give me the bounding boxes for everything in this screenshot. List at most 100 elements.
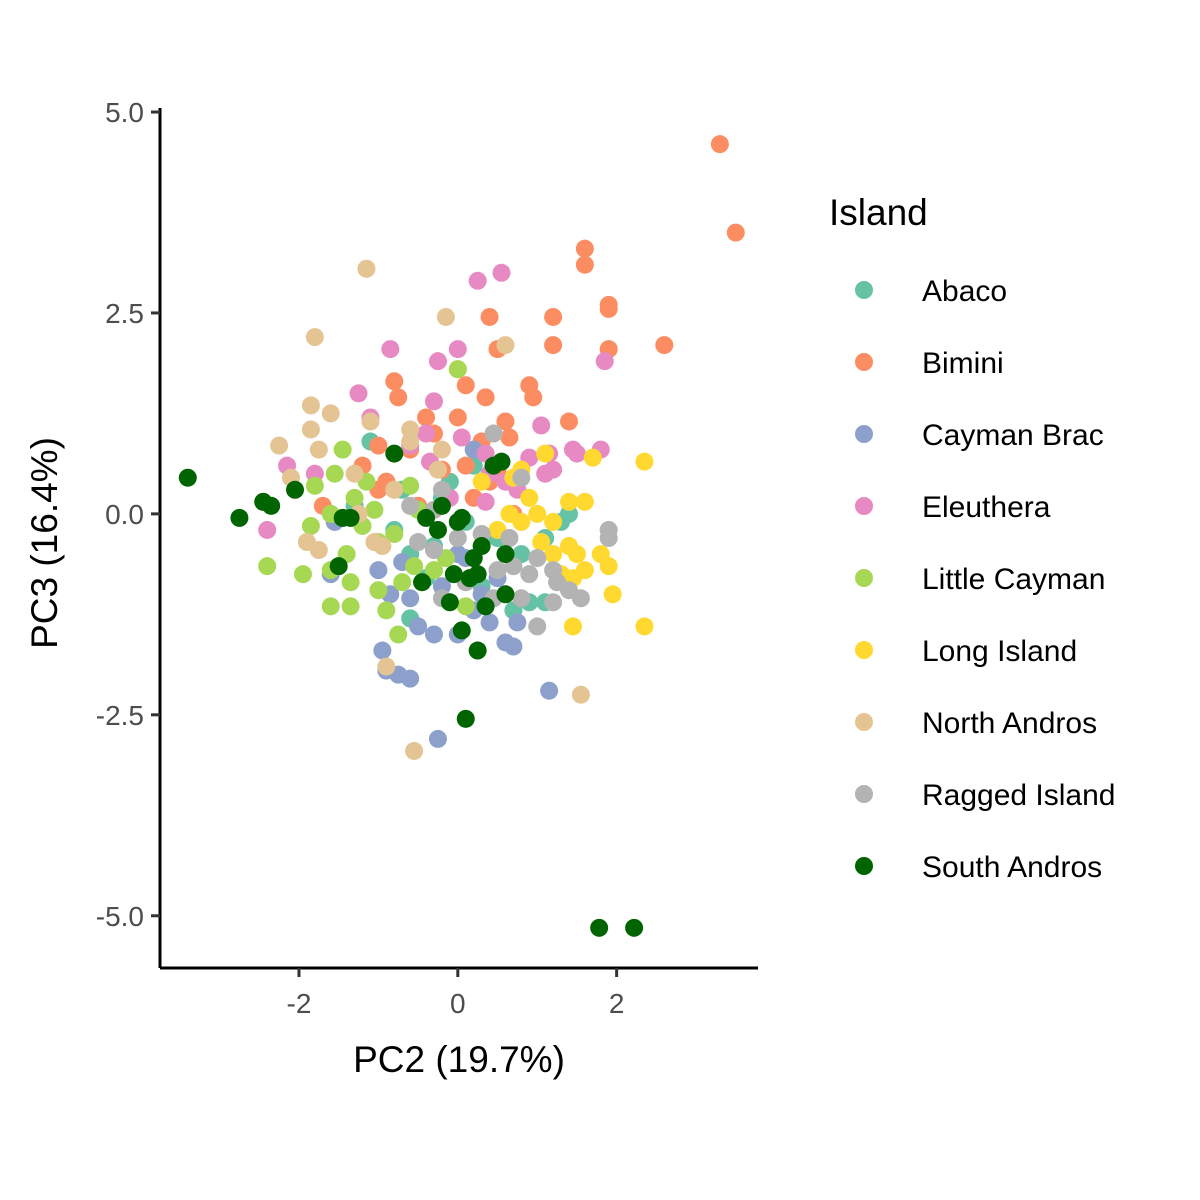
legend-key-south-andros	[855, 857, 873, 875]
legend-label-ragged-island: Ragged Island	[922, 779, 1115, 812]
point-ragged-island	[520, 565, 539, 584]
point-north-andros	[496, 336, 515, 355]
point-north-andros	[361, 412, 380, 431]
legend: Island Abaco Bimini Cayman Brac Eleuthera Li…	[829, 192, 1115, 884]
point-eleuthera	[567, 444, 586, 463]
point-ragged-island	[448, 529, 467, 547]
point-bimini	[710, 135, 729, 154]
point-eleuthera	[595, 352, 614, 371]
point-bimini	[476, 388, 495, 407]
point-ragged-island	[544, 593, 563, 612]
point-little-cayman	[301, 516, 320, 535]
point-bimini	[655, 336, 674, 355]
point-eleuthera	[544, 460, 563, 479]
point-little-cayman	[448, 360, 467, 379]
point-bimini	[448, 408, 467, 427]
point-bimini	[389, 388, 408, 407]
point-bimini	[726, 223, 745, 242]
point-ragged-island	[548, 573, 567, 592]
point-cayman-brac	[401, 589, 420, 608]
point-south-andros	[476, 597, 495, 616]
point-ragged-island	[512, 589, 531, 608]
point-bimini	[575, 255, 594, 274]
point-long-island	[559, 492, 578, 511]
points-layer	[178, 135, 745, 937]
point-little-cayman	[401, 476, 420, 495]
legend-label-eleuthera: Eleuthera	[922, 491, 1051, 524]
point-long-island	[583, 448, 602, 467]
point-north-andros	[385, 480, 404, 499]
point-long-island	[563, 617, 582, 636]
point-south-andros	[496, 545, 515, 564]
legend-key-cayman-brac	[855, 425, 873, 443]
point-cayman-brac	[373, 641, 392, 660]
legend-title: Island	[829, 192, 928, 233]
point-little-cayman	[365, 500, 384, 519]
point-north-andros	[309, 541, 328, 560]
point-south-andros	[329, 557, 348, 576]
point-bimini	[524, 388, 543, 407]
point-cayman-brac	[428, 729, 447, 748]
legend-key-long-island	[855, 641, 873, 659]
legend-label-long-island: Long Island	[922, 635, 1077, 668]
y-axis-title: PC3 (16.4%)	[24, 437, 65, 649]
legend-label-little-cayman: Little Cayman	[922, 563, 1105, 596]
point-ragged-island	[571, 589, 590, 608]
point-little-cayman	[405, 557, 424, 576]
point-long-island	[599, 557, 618, 576]
point-south-andros	[417, 508, 436, 527]
point-long-island	[567, 545, 586, 564]
point-eleuthera	[417, 424, 436, 443]
legend-label-bimini: Bimini	[922, 347, 1004, 380]
point-north-andros	[405, 741, 424, 760]
point-long-island	[635, 452, 654, 471]
point-south-andros	[460, 569, 479, 588]
x-axis-title: PC2 (19.7%)	[353, 1039, 565, 1080]
point-north-andros	[571, 685, 590, 704]
point-eleuthera	[381, 340, 400, 359]
point-south-andros	[230, 508, 249, 527]
point-ragged-island	[401, 496, 420, 515]
point-north-andros	[428, 460, 447, 479]
point-bimini	[496, 412, 515, 431]
point-little-cayman	[456, 597, 475, 616]
point-eleuthera	[468, 271, 487, 290]
point-little-cayman	[389, 625, 408, 644]
point-north-andros	[270, 436, 289, 455]
point-eleuthera	[492, 263, 511, 282]
point-north-andros	[305, 328, 324, 347]
y-tick-label: 0.0	[105, 499, 144, 530]
point-ragged-island	[512, 468, 531, 487]
point-south-andros	[444, 565, 463, 584]
point-south-andros	[286, 480, 305, 499]
point-north-andros	[309, 440, 328, 459]
point-south-andros	[385, 444, 404, 463]
point-bimini	[369, 436, 388, 455]
point-little-cayman	[393, 573, 412, 592]
point-eleuthera	[476, 492, 495, 511]
point-north-andros	[436, 307, 455, 326]
legend-key-north-andros	[855, 713, 873, 731]
point-little-cayman	[321, 597, 340, 616]
point-north-andros	[377, 657, 396, 676]
legend-label-south-andros: South Andros	[922, 851, 1102, 884]
point-long-island	[544, 512, 563, 531]
point-long-island	[532, 533, 551, 552]
point-eleuthera	[532, 416, 551, 435]
legend-items: Abaco Bimini Cayman Brac Eleuthera Little Ca…	[855, 275, 1115, 884]
point-south-andros	[496, 585, 515, 604]
point-little-cayman	[305, 476, 324, 495]
point-cayman-brac	[480, 613, 499, 632]
point-cayman-brac	[496, 633, 515, 652]
point-bimini	[599, 299, 618, 318]
point-south-andros	[428, 520, 447, 539]
point-cayman-brac	[424, 625, 443, 644]
point-long-island	[575, 492, 594, 511]
point-little-cayman	[424, 561, 443, 580]
point-little-cayman	[341, 597, 360, 616]
point-north-andros	[301, 396, 320, 415]
point-ragged-island	[500, 529, 519, 547]
x-ticks: -2 0 2	[287, 968, 624, 1019]
point-south-andros	[492, 452, 511, 471]
y-tick-label: 2.5	[105, 298, 144, 329]
